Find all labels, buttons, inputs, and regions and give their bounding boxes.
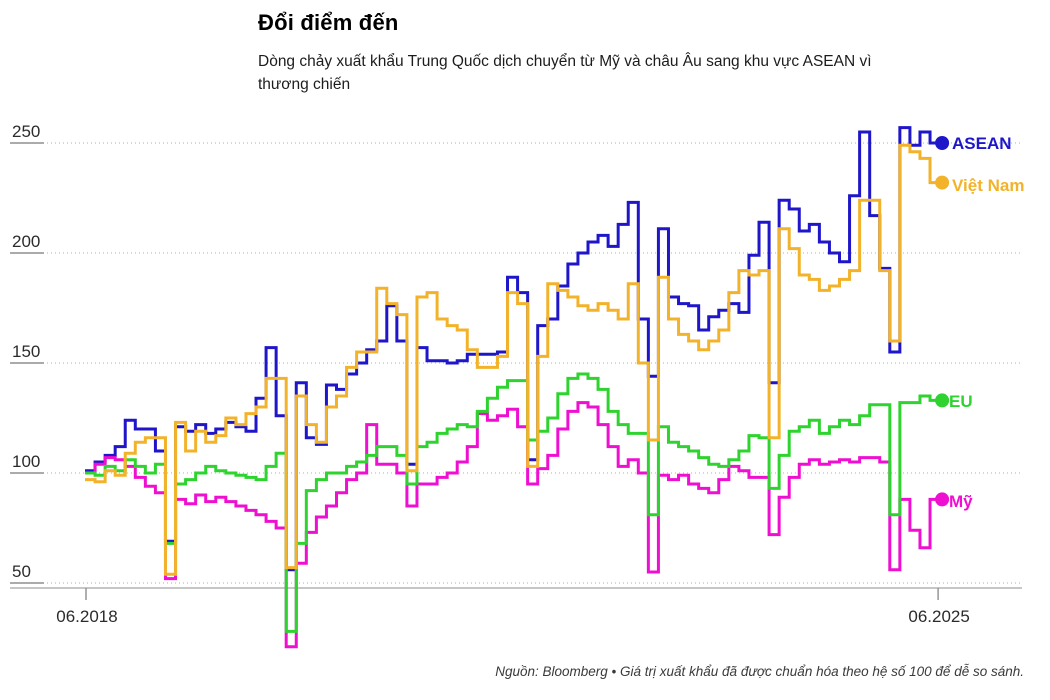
legend-label-vietnam: Việt Nam [952, 176, 1025, 195]
y-axis-label: 100 [12, 452, 40, 471]
legend-label-asean: ASEAN [952, 134, 1012, 153]
series-line-2 [85, 372, 941, 633]
y-axis-label: 250 [12, 122, 40, 141]
y-axis-label: 50 [12, 562, 31, 581]
series-line-3 [85, 401, 941, 649]
series-line-0 [85, 126, 941, 572]
y-axis-label: 200 [12, 232, 40, 251]
series-line-1 [85, 143, 941, 576]
source-note: Nguồn: Bloomberg • Giá trị xuất khẩu đã … [495, 664, 1024, 679]
x-axis-label: 06.2025 [908, 607, 969, 626]
legend-label-eu: EU [949, 392, 973, 411]
legend-dot-0 [935, 136, 950, 150]
legend-dot-1 [935, 175, 950, 190]
legend-label-my: Mỹ [949, 492, 973, 511]
legend-dot-2 [935, 393, 950, 408]
page-title: Đổi điểm đến [258, 10, 399, 35]
y-axis-label: 150 [12, 342, 40, 361]
legend-dot-3 [935, 492, 950, 507]
chart-subtitle: Dòng chảy xuất khẩu Trung Quốc dịch chuy… [258, 53, 872, 94]
x-axis-label: 06.2018 [56, 607, 117, 626]
